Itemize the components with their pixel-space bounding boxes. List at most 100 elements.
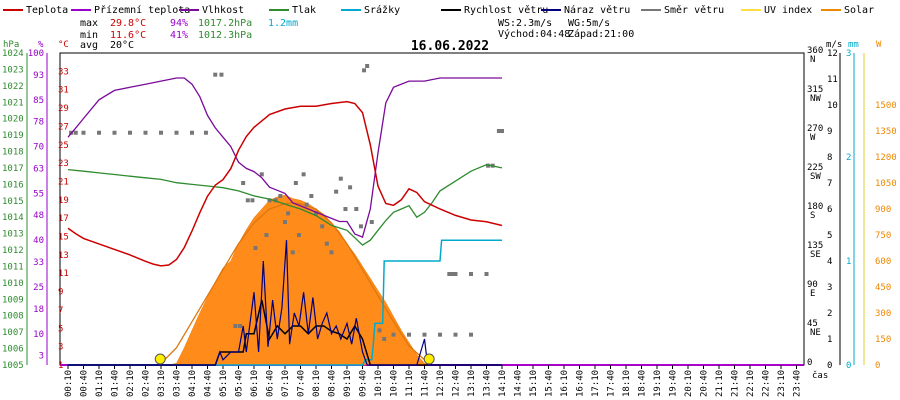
wind-tick: 9 [827, 127, 832, 137]
x-tick-label: 16:40 [576, 370, 586, 397]
plot-frame [59, 52, 805, 366]
press-tick: 1016 [2, 180, 24, 190]
temp-tick: 21 [58, 177, 69, 187]
wind-dir-point [438, 332, 442, 337]
wind-dir-point [203, 130, 208, 135]
wind-dir-point [314, 211, 318, 216]
wind-tick: 4 [827, 257, 832, 267]
rain-tick: 1 [846, 257, 851, 267]
wind-dir-point [241, 181, 246, 185]
wind-dir-point [334, 189, 339, 194]
wind-tick: 0 [827, 361, 832, 371]
hum-tick: 78 [33, 118, 44, 128]
wdir-tick: 45 [807, 319, 818, 329]
wind-dir-point [496, 129, 501, 133]
solar-tick: 1500 [875, 101, 897, 111]
legend-label: Tlak [292, 5, 316, 16]
wind-dir-point [159, 130, 163, 135]
axis-unit-hum: % [38, 40, 44, 50]
press-tick: 1017 [2, 164, 24, 174]
press-tick: 1011 [2, 262, 24, 272]
x-tick-label: 03:40 [173, 370, 183, 397]
solar-tick: 1350 [875, 127, 897, 137]
wind-dir-point [320, 224, 325, 229]
hum-tick: 55 [33, 189, 44, 199]
temp-tick: 17 [58, 214, 69, 224]
wind-dir-point [365, 64, 370, 68]
press-tick: 1010 [2, 279, 24, 289]
legend-label: Teplota [26, 5, 68, 16]
sunset: Západ:21:00 [568, 28, 634, 40]
legend-label: Přízemní teplota [94, 4, 190, 16]
temp-tick: 1 [58, 361, 63, 371]
press-tick: 1005 [2, 361, 24, 371]
stat-value: 94% [170, 18, 188, 29]
wind-tick: 8 [827, 153, 832, 163]
wdir-dir: S [810, 211, 815, 221]
wind-dir-point [273, 198, 278, 203]
axis-unit-rain: mm [848, 40, 859, 50]
x-tick-label: 02:40 [142, 370, 152, 397]
legend-label: Rychlost větru [464, 4, 548, 16]
temp-tick: 33 [58, 67, 69, 77]
wind-dir-point [283, 220, 287, 224]
wind-dir-point [447, 272, 452, 276]
wind-dir-point [362, 68, 367, 73]
temp-tick: 25 [58, 141, 69, 151]
wdir-dir: SE [810, 250, 821, 260]
wind-dir-point [382, 337, 387, 341]
solar-tick: 600 [875, 257, 891, 267]
x-tick-label: 00:10 [64, 370, 74, 397]
wind-ws: WS:2.3m/s [498, 18, 552, 29]
wind-dir-point [245, 198, 250, 203]
hum-tick: 33 [33, 258, 44, 268]
wind-dir-point [450, 272, 455, 276]
stat-value: 1.2mm [268, 18, 298, 29]
x-tick-label: 04:40 [204, 370, 214, 397]
wind-dir-point [238, 324, 243, 328]
wind-tick: 6 [827, 205, 832, 215]
wind-dir-point [213, 72, 218, 77]
temp-tick: 27 [58, 122, 69, 132]
wind-dir-point [97, 130, 101, 135]
x-tick-label: 21:40 [731, 370, 741, 397]
x-tick-label: 01:40 [111, 370, 121, 397]
wind-dir-point [264, 233, 269, 237]
wind-tick: 2 [827, 309, 832, 319]
wind-dir-point [469, 332, 473, 337]
solar-tick: 450 [875, 283, 891, 293]
wdir-tick: 315 [807, 85, 823, 95]
wdir-dir: SW [810, 172, 821, 182]
wdir-tick: 180 [807, 202, 823, 212]
wind-dir-point [174, 130, 179, 135]
wind-dir-point [219, 72, 224, 77]
x-tick-label: 07:40 [297, 370, 307, 397]
temp-tick: 19 [58, 196, 69, 206]
x-tick-label: 18:40 [638, 370, 648, 397]
stat-value: 29.8°C [110, 18, 146, 29]
solar-tick: 1200 [875, 153, 897, 163]
x-tick-label: 00:40 [80, 370, 90, 397]
wind-dir-point [296, 233, 301, 237]
legend-label: UV index [764, 5, 812, 16]
wind-dir-point [301, 172, 306, 177]
hum-tick: 100 [28, 49, 44, 59]
hum-tick: 18 [33, 305, 44, 315]
wind-dir-point [293, 181, 298, 185]
wind-dir-point [348, 185, 353, 190]
wind-dir-point [143, 130, 148, 135]
hum-tick: 63 [33, 164, 44, 174]
wind-wg: WG:5m/s [568, 18, 610, 29]
press-tick: 1024 [2, 49, 24, 59]
wind-tick: 1 [827, 335, 832, 345]
x-tick-label: 09:10 [343, 370, 353, 397]
x-tick-label: 23:40 [793, 370, 803, 397]
wind-dir-point [190, 130, 194, 135]
x-tick-label: 03:10 [157, 370, 167, 397]
wind-dir-point [128, 130, 132, 135]
wdir-tick: 270 [807, 124, 823, 134]
x-tick-label: 10:40 [390, 370, 400, 397]
x-tick-label: 06:10 [250, 370, 260, 397]
press-tick: 1014 [2, 213, 24, 223]
